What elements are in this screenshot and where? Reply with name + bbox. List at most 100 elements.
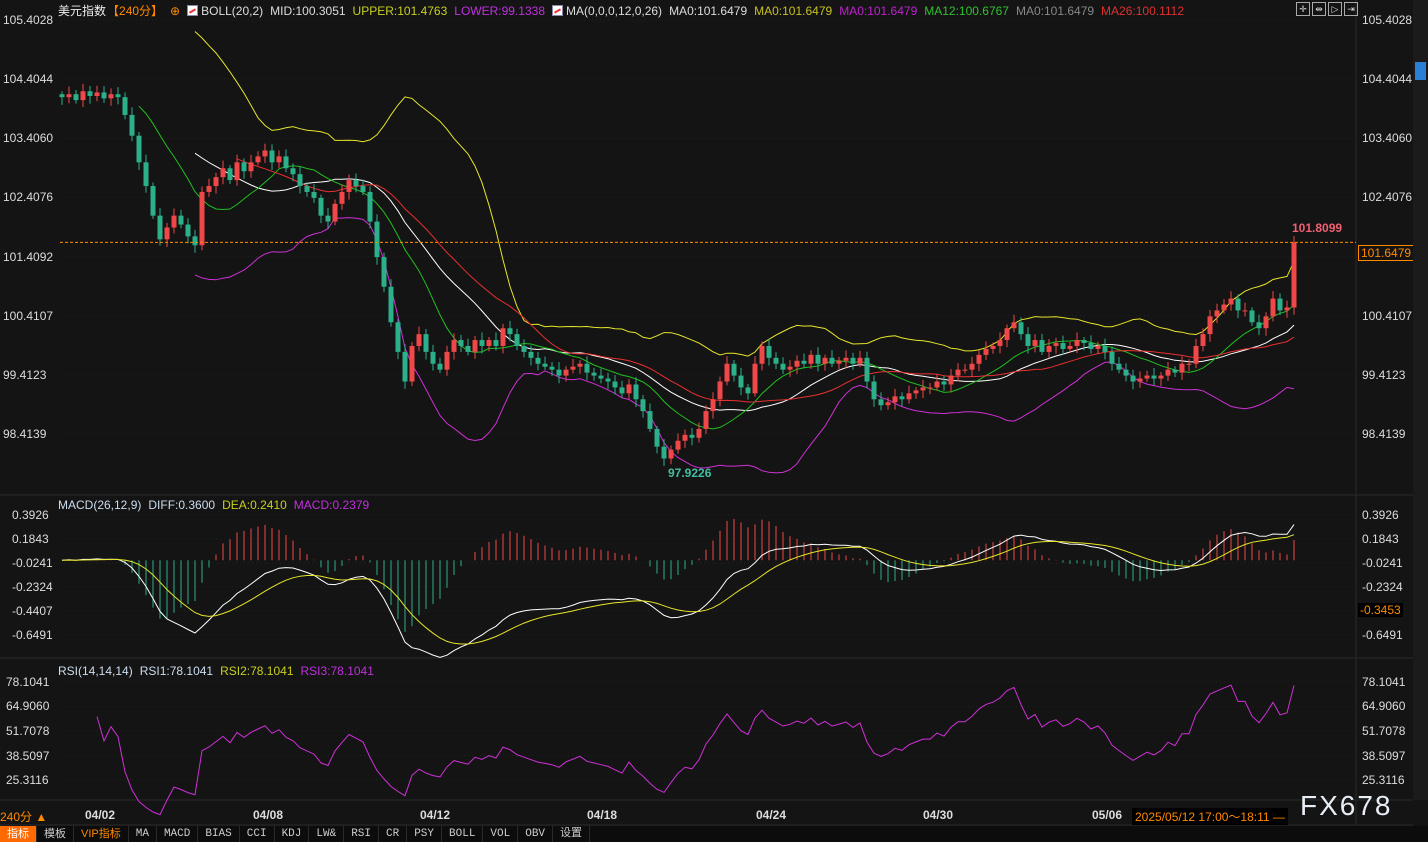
toolbar-tab-指标[interactable]: 指标 <box>0 826 37 842</box>
toolbar-tab-bias[interactable]: BIAS <box>198 826 240 842</box>
play-icon[interactable]: ▷ <box>1328 2 1342 16</box>
candle-body <box>255 156 261 163</box>
date-axis-label: 04/02 <box>85 808 116 822</box>
indicator-icon[interactable] <box>552 5 563 16</box>
candle-body <box>1144 375 1150 379</box>
toolbar-tab-cci[interactable]: CCI <box>240 826 275 842</box>
date-axis-label: 05/06 <box>1092 808 1123 822</box>
candle-body <box>157 215 163 240</box>
candle-body <box>1130 375 1136 382</box>
candle-body <box>241 162 247 172</box>
candle-body <box>759 345 765 364</box>
crosshair-tool-icon[interactable]: ✛ <box>1296 2 1310 16</box>
price-axis-label-right: 104.4044 <box>1362 72 1413 87</box>
rsi-axis-label-right: 64.9060 <box>1362 699 1406 714</box>
candle-body <box>479 340 485 346</box>
candle-body <box>423 334 429 352</box>
toolbar-tab-kdj[interactable]: KDJ <box>275 826 310 842</box>
price-axis-label: 99.4123 <box>3 367 47 382</box>
candle-body <box>710 399 716 412</box>
candle-body <box>444 351 450 370</box>
macd-axis-label-right: -0.6491 <box>1362 628 1403 642</box>
toolbar-tab-cr[interactable]: CR <box>379 826 408 842</box>
ma0-a: MA0:101.6479 <box>669 3 748 18</box>
candle-body <box>647 411 653 429</box>
toolbar-tab-obv[interactable]: OBV <box>518 826 554 842</box>
chart-tools: ✛ ⇹ ▷ ⇥ <box>1296 2 1358 16</box>
candle-body <box>612 381 618 388</box>
toolbar-tab-macd[interactable]: MACD <box>157 826 199 842</box>
crosshair-icon[interactable]: ⊕ <box>170 3 181 18</box>
rsi-axis-label: 64.9060 <box>6 699 50 714</box>
candle-body <box>864 357 870 382</box>
toolbar-tab-boll[interactable]: BOLL <box>442 826 484 842</box>
candle-body <box>325 215 331 222</box>
date-axis-label: 04/08 <box>253 808 284 822</box>
ma0-b: MA0:101.6479 <box>754 3 833 18</box>
fit-width-icon[interactable]: ⇹ <box>1312 2 1326 16</box>
candle-body <box>1235 298 1241 311</box>
indicator-icon[interactable] <box>187 5 199 16</box>
candle-body <box>73 94 79 101</box>
period-label[interactable]: 【240分】 <box>107 4 164 18</box>
goto-end-icon[interactable]: ⇥ <box>1344 2 1358 16</box>
candle-body <box>66 94 72 98</box>
candle-body <box>269 150 275 163</box>
candle-body <box>374 221 380 258</box>
rsi-axis-label-right: 78.1041 <box>1362 675 1406 689</box>
candle-body <box>143 162 149 187</box>
date-axis-label: 04/30 <box>923 808 954 822</box>
candle-body <box>1137 378 1143 382</box>
rsi-axis-label: 38.5097 <box>6 748 50 763</box>
macd-axis-label-right: 0.3926 <box>1362 508 1399 522</box>
candle-body <box>717 381 723 400</box>
candle-body <box>1025 334 1031 346</box>
candle-body <box>878 399 884 406</box>
candle-body <box>1123 369 1129 376</box>
candle-body <box>220 168 226 178</box>
macd-axis-label-right: -0.2324 <box>1362 579 1403 594</box>
vertical-scrollbar[interactable] <box>1413 0 1428 800</box>
low-price-label: 97.9226 <box>668 466 712 480</box>
candle-body <box>892 396 898 403</box>
toolbar-tab-ma[interactable]: MA <box>129 826 157 842</box>
ma0-c: MA0:101.6479 <box>839 3 918 18</box>
candle-body <box>185 224 191 237</box>
toolbar-tab-lw&[interactable]: LW& <box>309 826 345 842</box>
candle-body <box>556 369 562 376</box>
toolbar-tab-设置[interactable]: 设置 <box>553 826 591 842</box>
boll-name: BOLL(20,2) <box>201 3 264 18</box>
price-axis-label-right: 102.4076 <box>1362 190 1413 205</box>
candle-body <box>584 363 590 373</box>
candle-body <box>164 227 170 240</box>
candle-body <box>528 351 534 358</box>
rsi2-value: RSI2:78.1041 <box>220 664 294 678</box>
time-range: 2025/05/12 17:00～18:11 — <box>1132 808 1288 825</box>
toolbar-tab-vol[interactable]: VOL <box>483 826 519 842</box>
candle-body <box>290 168 296 175</box>
candle-body <box>318 197 324 216</box>
candle-body <box>1116 363 1122 370</box>
price-axis-label: 98.4139 <box>3 427 47 441</box>
ma26-value: MA26:100.1112 <box>1101 3 1184 18</box>
macd-name: MACD(26,12,9) <box>58 498 142 512</box>
candle-body <box>388 286 394 323</box>
rsi-legend: RSI(14,14,14) RSI1:78.1041 RSI2:78.1041 … <box>58 664 374 678</box>
candle-body <box>927 387 933 389</box>
toolbar-tab-rsi[interactable]: RSI <box>344 826 379 842</box>
candle-body <box>1046 345 1052 352</box>
candle-body <box>1018 322 1024 335</box>
period-toggle[interactable]: 240分 ▲ <box>0 810 48 824</box>
toolbar-tab-vip指标[interactable]: VIP指标 <box>74 826 129 842</box>
candle-body <box>843 357 849 361</box>
candle-body <box>1207 316 1213 335</box>
candle-body <box>913 390 919 394</box>
candle-body <box>297 174 303 187</box>
candle-body <box>486 340 492 346</box>
candle-body <box>626 384 632 394</box>
toolbar-tab-模板[interactable]: 模板 <box>37 826 74 842</box>
ma12-line <box>138 105 1295 430</box>
toolbar-tab-psy[interactable]: PSY <box>407 826 443 842</box>
scrollbar-thumb[interactable] <box>1415 62 1426 80</box>
